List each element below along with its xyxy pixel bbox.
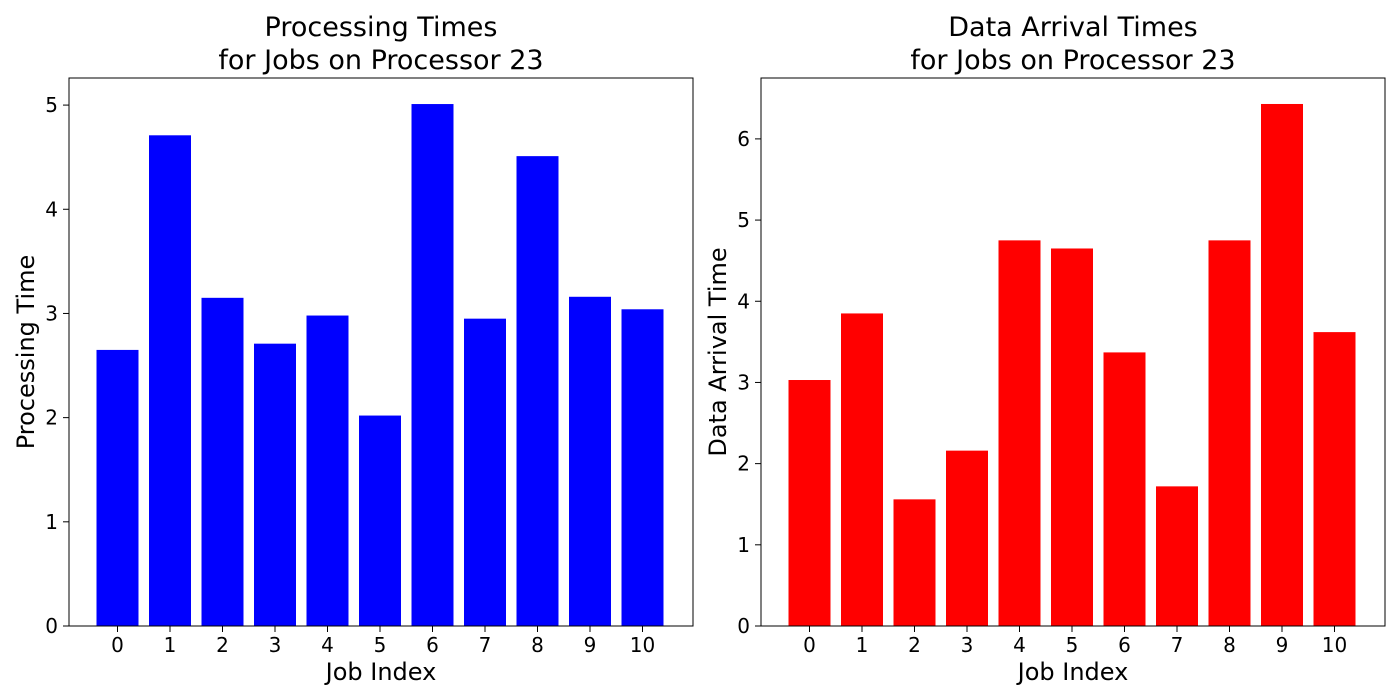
bar-arrival-job-10	[1313, 332, 1356, 626]
arrival-axes-frame	[760, 77, 1386, 627]
processing-y-tick-label: 3	[45, 301, 58, 325]
processing-x-tick-label: 6	[426, 633, 439, 657]
processing-y-tick-label: 1	[45, 510, 58, 534]
bar-processing-job-0	[96, 349, 139, 626]
bar-processing-job-7	[464, 318, 506, 626]
arrival-x-tick-label: 4	[1013, 633, 1026, 657]
arrival-x-tick-label: 8	[1223, 633, 1236, 657]
arrival-y-tick-label: 0	[737, 614, 750, 638]
arrival-y-tick-label: 4	[737, 289, 750, 313]
bar-arrival-job-6	[1103, 352, 1146, 626]
bar-arrival-job-5	[1051, 248, 1093, 626]
arrival-y-tick-label: 2	[737, 452, 750, 476]
processing-title-line-1: Processing Times	[265, 12, 498, 43]
processing-y-tick-label: 2	[45, 406, 58, 430]
arrival-x-tick-label: 6	[1118, 633, 1131, 657]
processing-y-tick-label: 5	[45, 93, 58, 117]
bar-processing-job-2	[201, 297, 244, 626]
processing-x-tick-label: 1	[164, 633, 177, 657]
bar-arrival-job-8	[1208, 240, 1251, 627]
arrival-y-tick-label: 3	[737, 370, 750, 394]
bar-processing-job-3	[254, 343, 296, 626]
arrival-y-tick-label: 6	[737, 127, 750, 151]
bar-arrival-job-7	[1156, 486, 1198, 626]
bar-processing-job-1	[149, 135, 191, 626]
processing-x-tick-label: 10	[630, 633, 655, 657]
processing-title-line-2: for Jobs on Processor 23	[218, 45, 543, 76]
processing-x-tick-label: 2	[216, 633, 229, 657]
bar-processing-job-8	[516, 156, 559, 626]
bar-arrival-job-2	[893, 499, 936, 626]
arrival-x-tick-label: 2	[908, 633, 921, 657]
bar-processing-job-4	[306, 315, 349, 626]
bar-arrival-job-9	[1261, 103, 1303, 627]
bar-arrival-job-3	[946, 450, 988, 626]
arrival-x-tick-label: 1	[856, 633, 869, 657]
arrival-title-line-2: for Jobs on Processor 23	[910, 45, 1235, 76]
bar-processing-job-9	[569, 296, 611, 626]
bar-arrival-job-0	[788, 380, 831, 626]
arrival-x-tick-label: 3	[961, 633, 974, 657]
processing-x-tick-label: 3	[269, 633, 282, 657]
arrival-x-axis-label: Job Index	[1016, 658, 1129, 686]
processing-x-tick-label: 8	[531, 633, 544, 657]
arrival-x-tick-label: 7	[1171, 633, 1184, 657]
processing-x-axis-label: Job Index	[324, 658, 437, 686]
processing-x-tick-label: 5	[374, 633, 387, 657]
bar-arrival-job-1	[841, 313, 883, 626]
bar-processing-job-10	[621, 309, 664, 626]
processing-y-tick-label: 4	[45, 197, 58, 221]
bar-processing-job-5	[359, 415, 401, 626]
arrival-x-tick-label: 10	[1322, 633, 1347, 657]
processing-x-tick-label: 4	[321, 633, 334, 657]
bar-arrival-job-4	[998, 240, 1041, 627]
processing-x-tick-label: 0	[111, 633, 124, 657]
processing-axes-frame	[68, 77, 694, 627]
processing-y-axis-label: Processing Time	[12, 255, 40, 450]
arrival-x-tick-label: 5	[1066, 633, 1079, 657]
data-arrival-times-chart: 0 1 2 3 4 5 6 7 8 9 10 0 1 2 3 4 5 6 Data Arrival Timesfor…	[704, 12, 1386, 686]
arrival-y-tick-label: 5	[737, 208, 750, 232]
arrival-title-line-1: Data Arrival Times	[948, 12, 1198, 43]
processing-x-tick-label: 7	[479, 633, 492, 657]
processing-x-tick-label: 9	[584, 633, 597, 657]
arrival-y-axis-label: Data Arrival Time	[704, 247, 732, 456]
arrival-x-tick-label: 9	[1276, 633, 1289, 657]
processing-y-tick-label: 0	[45, 614, 58, 638]
bar-processing-job-6	[411, 104, 454, 626]
arrival-y-tick-label: 1	[737, 533, 750, 557]
arrival-x-tick-label: 0	[803, 633, 816, 657]
